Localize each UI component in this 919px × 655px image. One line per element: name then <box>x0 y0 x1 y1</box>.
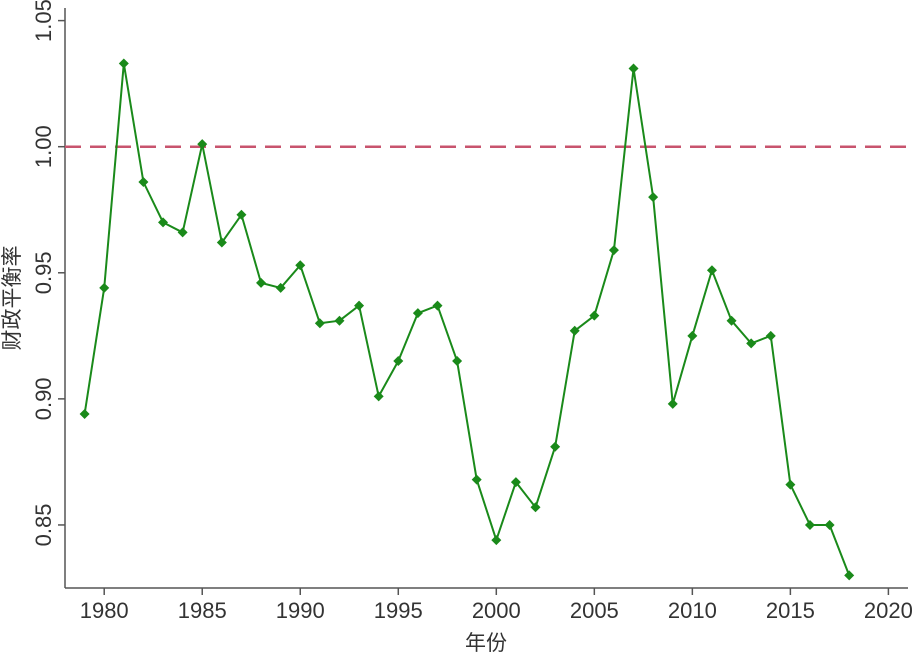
data-point <box>667 398 678 409</box>
data-point <box>197 139 208 150</box>
data-point <box>216 237 227 248</box>
data-point <box>314 318 325 329</box>
y-axis-title: 财政平衡率 <box>1 246 24 351</box>
data-point <box>648 192 659 203</box>
x-tick-label: 2000 <box>472 598 521 623</box>
data-point <box>471 474 482 485</box>
data-point <box>687 330 698 341</box>
series-group <box>79 58 855 581</box>
data-point <box>452 356 463 367</box>
data-point <box>354 300 365 311</box>
data-point <box>804 519 815 530</box>
data-point <box>608 245 619 256</box>
x-tick-label: 1995 <box>374 598 423 623</box>
data-point <box>824 519 835 530</box>
data-point <box>510 477 521 488</box>
data-point <box>236 209 247 220</box>
data-point <box>79 409 90 419</box>
x-tick-label: 1985 <box>178 598 227 623</box>
data-point <box>393 356 404 367</box>
x-tick-label: 1990 <box>276 598 325 623</box>
x-tick-label: 2010 <box>668 598 717 623</box>
data-point <box>256 277 267 288</box>
data-point <box>491 535 502 546</box>
y-tick-label: 0.90 <box>31 377 56 420</box>
data-point <box>765 330 776 341</box>
x-tick-label: 1980 <box>80 598 129 623</box>
data-point <box>158 217 169 228</box>
data-point <box>99 282 110 293</box>
y-tick-label: 1.05 <box>31 0 56 42</box>
data-point <box>118 58 129 69</box>
series-line <box>83 62 851 576</box>
data-point <box>530 502 541 513</box>
data-point <box>746 338 757 349</box>
data-point <box>569 325 580 336</box>
y-tick-label: 0.95 <box>31 251 56 294</box>
data-point <box>334 315 345 326</box>
axis-labels: 年份 财政平衡率 <box>1 246 507 655</box>
x-axis-title: 年份 <box>465 632 507 655</box>
data-point <box>589 310 600 321</box>
data-point <box>785 479 796 490</box>
y-tick-label: 0.85 <box>31 504 56 547</box>
data-point <box>844 570 855 581</box>
data-point <box>726 315 737 326</box>
data-point <box>706 265 717 276</box>
x-tick-label: 2005 <box>570 598 619 623</box>
data-point <box>373 391 384 402</box>
x-tick-label: 2020 <box>864 598 913 623</box>
axes: 0.85 0.90 0.95 1.00 1.05 1980 1985 1990 1995 2000… <box>31 0 913 623</box>
y-tick-label: 1.00 <box>31 125 56 168</box>
data-point <box>275 282 286 293</box>
data-point <box>138 177 149 187</box>
data-point <box>177 227 188 238</box>
data-point <box>550 441 561 452</box>
data-point <box>412 308 423 319</box>
data-point <box>628 63 639 74</box>
data-point <box>295 260 306 271</box>
data-point <box>432 300 443 311</box>
x-tick-label: 2015 <box>766 598 815 623</box>
